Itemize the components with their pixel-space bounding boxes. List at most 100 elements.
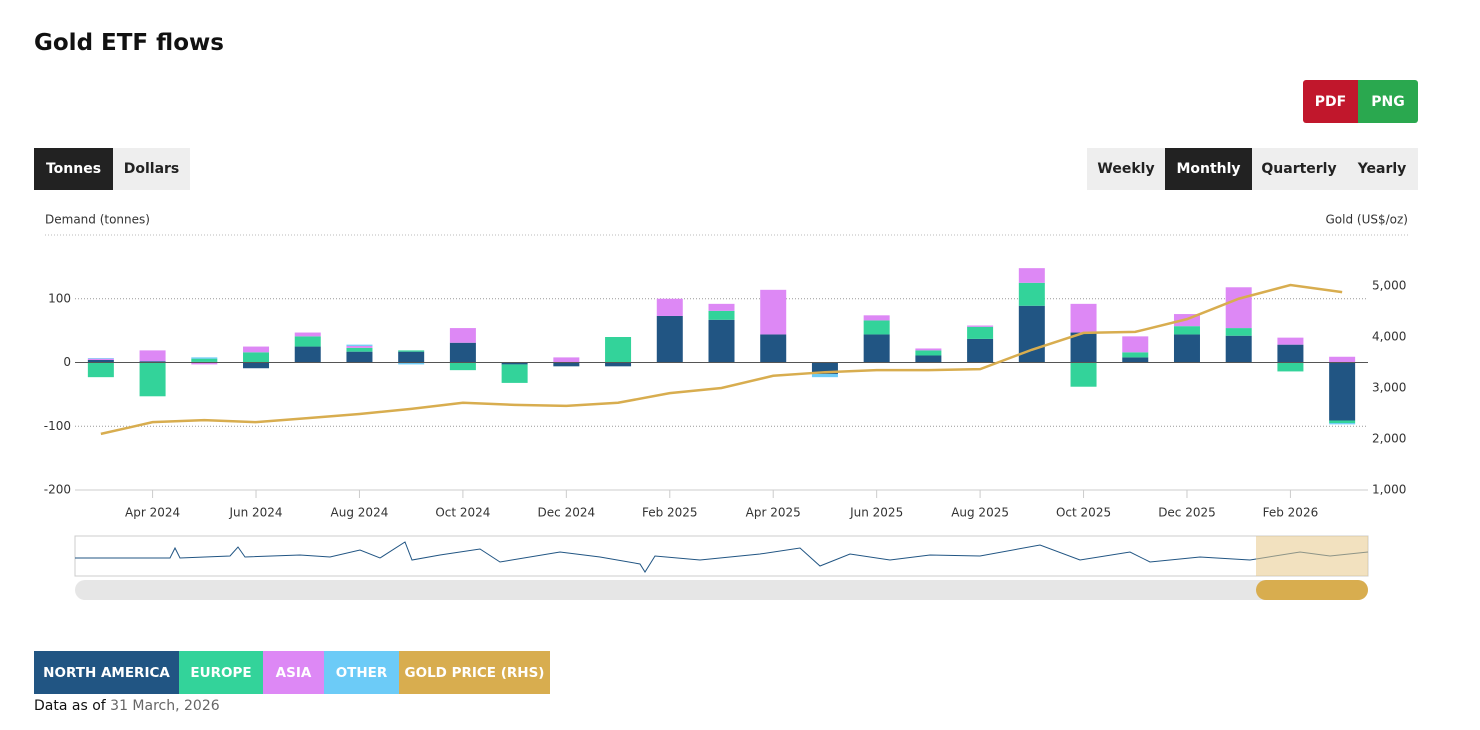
bar-segment xyxy=(501,364,528,383)
x-tick-label: Aug 2025 xyxy=(951,506,1009,520)
y-tick-label: 100 xyxy=(48,291,71,305)
x-tick-label: Feb 2025 xyxy=(642,506,698,520)
navigator-selection[interactable] xyxy=(1256,536,1368,576)
price-line xyxy=(100,283,1343,436)
bar-segment xyxy=(1225,335,1252,363)
bar-segment xyxy=(967,325,994,327)
bar-segment xyxy=(346,347,373,352)
legend-item[interactable]: ASIA xyxy=(263,651,324,694)
x-tick-label: Oct 2025 xyxy=(1056,506,1111,520)
bar-segment xyxy=(1018,268,1045,283)
bar-segment xyxy=(1277,337,1304,345)
bar-segment xyxy=(1070,332,1097,363)
bar-segment xyxy=(1329,423,1356,425)
bar-segment xyxy=(1070,362,1097,387)
png-button[interactable]: PNG xyxy=(1358,80,1418,123)
dollars-button[interactable]: Dollars xyxy=(113,148,190,190)
bar-segment xyxy=(1277,344,1304,363)
bar-segment xyxy=(915,350,942,356)
pdf-button[interactable]: PDF xyxy=(1303,80,1358,123)
bar-segment xyxy=(708,319,735,363)
bar-segment xyxy=(294,346,321,363)
chart: Demand (tonnes) Gold (US$/oz) -200 -100 0 1… xyxy=(44,213,1409,600)
scrollbar-track[interactable] xyxy=(75,580,1368,600)
navigator xyxy=(74,535,1369,600)
y-tick-label: -200 xyxy=(44,483,71,497)
bar-segment xyxy=(967,326,994,339)
bar-segment xyxy=(1277,362,1304,372)
y2-tick-label: 1,000 xyxy=(1372,483,1406,497)
bar-segment xyxy=(1329,356,1356,363)
bar-segment xyxy=(139,361,166,363)
bar-segment xyxy=(863,320,890,335)
bar-segment xyxy=(915,355,942,363)
bar-segment xyxy=(449,342,476,363)
tonnes-button[interactable]: Tonnes xyxy=(34,148,113,190)
bar-segment xyxy=(863,315,890,321)
y-tick-label: -100 xyxy=(44,419,71,433)
scrollbar-thumb[interactable] xyxy=(1256,580,1368,600)
bar-segment xyxy=(139,350,166,362)
bar-segment xyxy=(1173,334,1200,363)
x-tick-label: Apr 2025 xyxy=(746,506,801,520)
bar-segment xyxy=(346,345,373,348)
page-title: Gold ETF flows xyxy=(34,30,224,56)
weekly-button[interactable]: Weekly xyxy=(1087,148,1165,190)
x-tick-label: Aug 2024 xyxy=(331,506,389,520)
navigator-line xyxy=(75,541,1369,573)
bar-segment xyxy=(87,358,114,360)
legend-item[interactable]: GOLD PRICE (RHS) xyxy=(399,651,550,694)
bar-segment xyxy=(294,332,321,337)
x-tick-label: Dec 2024 xyxy=(538,506,596,520)
bar-segment xyxy=(915,348,942,351)
legend-item[interactable]: OTHER xyxy=(324,651,399,694)
legend-item[interactable]: EUROPE xyxy=(179,651,263,694)
bar-segment xyxy=(811,362,838,374)
bar-segment xyxy=(449,328,476,343)
bar-segment xyxy=(191,357,218,359)
bar-segment xyxy=(708,310,735,320)
x-tick-label: Apr 2024 xyxy=(125,506,180,520)
bar-segment xyxy=(87,362,114,378)
x-tick-label: Dec 2025 xyxy=(1158,506,1216,520)
footer-date: 31 March, 2026 xyxy=(110,698,220,714)
bar-segment xyxy=(553,362,580,367)
x-tick-label: Jun 2025 xyxy=(849,506,903,520)
x-tick-label: Oct 2024 xyxy=(435,506,490,520)
bar-segment xyxy=(191,358,218,362)
bar-segment xyxy=(1329,362,1356,421)
bar-segment xyxy=(139,362,166,397)
bar-segment xyxy=(191,362,218,365)
y-tick-label: 0 xyxy=(63,355,71,369)
bar-segment xyxy=(967,338,994,363)
bar-segment xyxy=(294,336,321,347)
navigator-frame xyxy=(74,535,1369,577)
bar-segment xyxy=(553,357,580,363)
bar-segment xyxy=(708,303,735,311)
bar-segment xyxy=(1329,420,1356,424)
bar-segment xyxy=(656,298,683,316)
bar-segment xyxy=(1122,357,1149,363)
y-axis-label: Demand (tonnes) xyxy=(45,213,150,227)
bar-segment xyxy=(760,289,787,335)
bar-segment xyxy=(1173,326,1200,335)
x-tick-label: Jun 2024 xyxy=(228,506,282,520)
bars xyxy=(87,268,1356,425)
legend-item[interactable]: NORTH AMERICA xyxy=(34,651,179,694)
bar-segment xyxy=(398,351,425,363)
footer-label: Data as of xyxy=(34,698,106,714)
bar-segment xyxy=(501,362,528,365)
footer: Data as of 31 March, 2026 xyxy=(34,698,220,714)
bar-segment xyxy=(605,337,632,363)
bar-segment xyxy=(760,334,787,363)
bar-segment xyxy=(243,346,270,353)
yearly-button[interactable]: Yearly xyxy=(1346,148,1418,190)
x-tick-label: Feb 2026 xyxy=(1263,506,1319,520)
bar-segment xyxy=(863,334,890,363)
quarterly-button[interactable]: Quarterly xyxy=(1252,148,1346,190)
bar-segment xyxy=(87,358,114,359)
bar-segment xyxy=(1018,282,1045,306)
monthly-button[interactable]: Monthly xyxy=(1165,148,1252,190)
y2-axis-label: Gold (US$/oz) xyxy=(1326,213,1409,227)
